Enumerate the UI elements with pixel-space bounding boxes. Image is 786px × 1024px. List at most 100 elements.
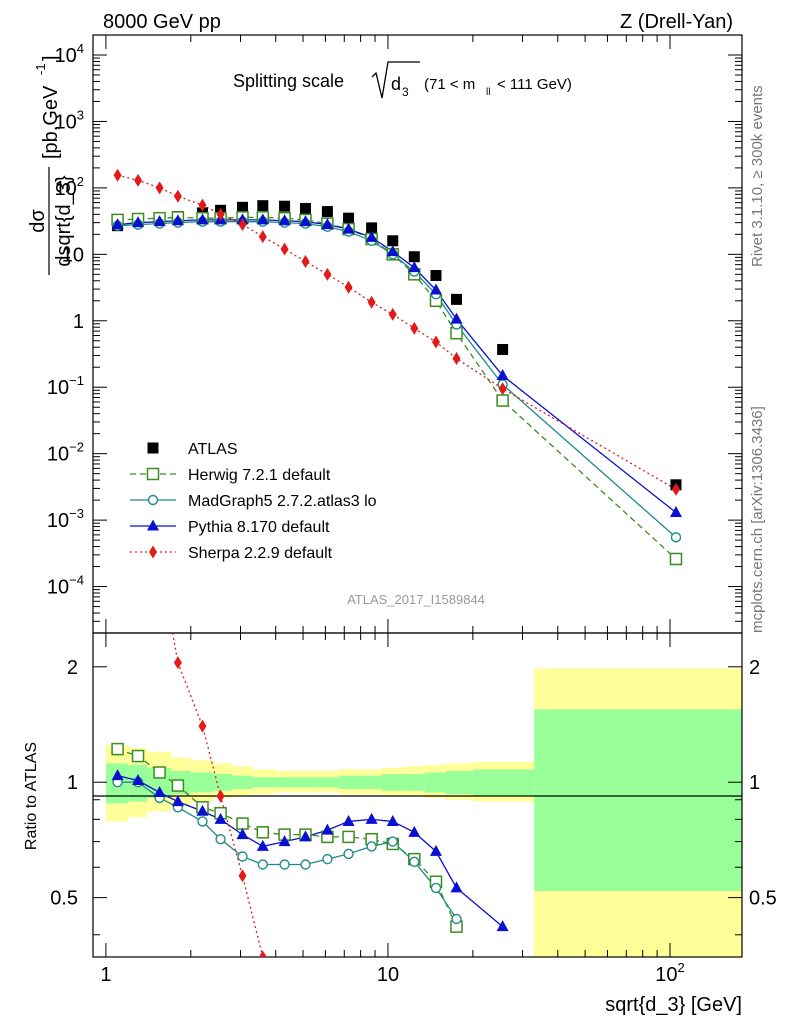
main-plot-frame [92, 34, 743, 634]
madgraph-ratio-point [343, 848, 354, 860]
sherpa-point [155, 181, 164, 195]
pythia-ratio-point [365, 812, 378, 824]
atlas-point [299, 202, 311, 214]
x-axis-label: sqrt{d_3} [GeV] [605, 994, 742, 1016]
band-inner [534, 709, 742, 892]
legend-marker-madgraph [147, 494, 159, 506]
plot-title-radicand-sub: 3 [402, 85, 409, 99]
madgraph-ratio-point [409, 856, 420, 867]
plot-title-cut-open: (71 < m [424, 76, 475, 93]
pythia-ratio-point [496, 920, 509, 932]
main-ylabel-denominator: dsqrt{d_3} [53, 175, 75, 267]
atlas-point [497, 343, 509, 355]
legend-label-atlas: ATLAS [188, 441, 238, 458]
y-tick-label: 104 [55, 41, 84, 67]
legend-label-sherpa: Sherpa 2.2.9 default [188, 545, 333, 562]
y-tick-label: 10−3 [47, 506, 84, 532]
sherpa-ratio-point [238, 869, 247, 883]
main-ylabel-units-exp: -1 [33, 63, 48, 75]
herwig-ratio-point [342, 830, 355, 844]
madgraph-ratio-point [451, 913, 462, 925]
herwig-ratio-point [111, 742, 124, 756]
pythia-point [496, 369, 509, 381]
pythia-ratio-point [111, 769, 124, 781]
pythia-point [153, 215, 166, 227]
atlas-point [321, 206, 333, 218]
legend: ATLAS Herwig 7.2.1 default MadGraph5 2.7.2… [130, 441, 377, 562]
pythia-point [299, 215, 312, 227]
main-ylabel: dσ dsqrt{d_3} [pb,GeV -1 ] [27, 55, 75, 275]
sherpa-ratio-point [216, 789, 225, 803]
pythia-ratio-point [429, 844, 442, 856]
madgraph-ratio-point [279, 859, 290, 870]
band-inner [316, 777, 339, 788]
sherpa-point [216, 207, 225, 221]
sherpa-point [198, 198, 207, 212]
madgraph-ratio-point [257, 859, 269, 870]
pythia-ratio-point [321, 823, 334, 835]
pythia-ratio-point [236, 828, 249, 840]
atlas-point [387, 235, 399, 247]
pythia-point [132, 216, 145, 228]
sherpa-point [671, 482, 680, 496]
sherpa-point [258, 230, 267, 244]
sherpa-point [498, 382, 507, 396]
madgraph-line [117, 221, 677, 538]
y-tick-label: 10−1 [47, 373, 84, 399]
herwig-ratio-point [153, 766, 166, 779]
atlas-point [279, 200, 291, 212]
band-inner [445, 770, 473, 795]
legend-marker-atlas [147, 442, 159, 454]
plot-title-prefix: Splitting scale [233, 71, 344, 91]
pythia-ratio-point [256, 839, 269, 851]
atlas-point [430, 270, 442, 282]
pythia-ratio-point [214, 812, 227, 824]
y-tick-label-exp: 4 [77, 41, 84, 56]
pythia-point [365, 230, 378, 242]
pythia-ratio-point [171, 795, 184, 807]
ratio-ylabel: Ratio to ATLAS [23, 742, 40, 850]
plot-title-cut-sub: ll [486, 87, 490, 98]
sherpa-point [344, 280, 353, 294]
sherpa-point [134, 173, 143, 187]
y-tick-label-exp: −4 [69, 573, 84, 588]
herwig-ratio-point [171, 779, 185, 792]
x-tick-label: 102 [655, 960, 684, 986]
ratio-y-tick-label-right: 2 [749, 657, 760, 679]
band-inner [252, 777, 276, 788]
atlas-point [237, 201, 249, 213]
ratio-series-clipped [111, 633, 509, 957]
plot-title: Splitting scale d 3 (71 < m ll < 111 GeV… [233, 61, 572, 99]
sherpa-point [323, 267, 332, 281]
ratio-y-tick-label: 0.5 [50, 888, 78, 910]
y-tick-label: 10−4 [47, 573, 84, 599]
y-tick-label-exp: 3 [77, 107, 84, 122]
ratio-uncertainty-bands [105, 668, 742, 957]
y-tick-label-exp: 2 [77, 174, 84, 189]
x-tick-label: 1 [100, 964, 111, 986]
pythia-ratio-point [299, 830, 312, 842]
band-inner [275, 777, 296, 788]
madgraph-ratio-line [117, 781, 458, 920]
ratio-y-tick-label-right: 1 [749, 772, 760, 794]
y-tick-label-exp: −2 [69, 440, 84, 455]
band-inner [190, 772, 214, 793]
pythia-point [429, 283, 442, 295]
herwig-ratio-point [131, 749, 145, 763]
pythia-point [408, 261, 421, 273]
analysis-watermark: ATLAS_2017_I1589844 [347, 592, 485, 607]
sherpa-ratio-point [198, 719, 207, 733]
madgraph-ratio-point [322, 853, 333, 865]
pythia-point [450, 312, 463, 324]
madgraph-ratio-point [237, 851, 248, 862]
y-tick-label: 10−2 [47, 440, 84, 466]
main-ylabel-units-open: [pb,GeV [40, 85, 62, 159]
pythia-ratio-point [386, 814, 399, 826]
pythia-point [171, 214, 184, 226]
plot-title-radicand: d [391, 74, 401, 94]
main-ylabel-numerator: dσ [27, 209, 49, 233]
sherpa-ratio-point [173, 656, 182, 670]
sherpa-point [452, 352, 461, 366]
band-inner [295, 777, 317, 788]
